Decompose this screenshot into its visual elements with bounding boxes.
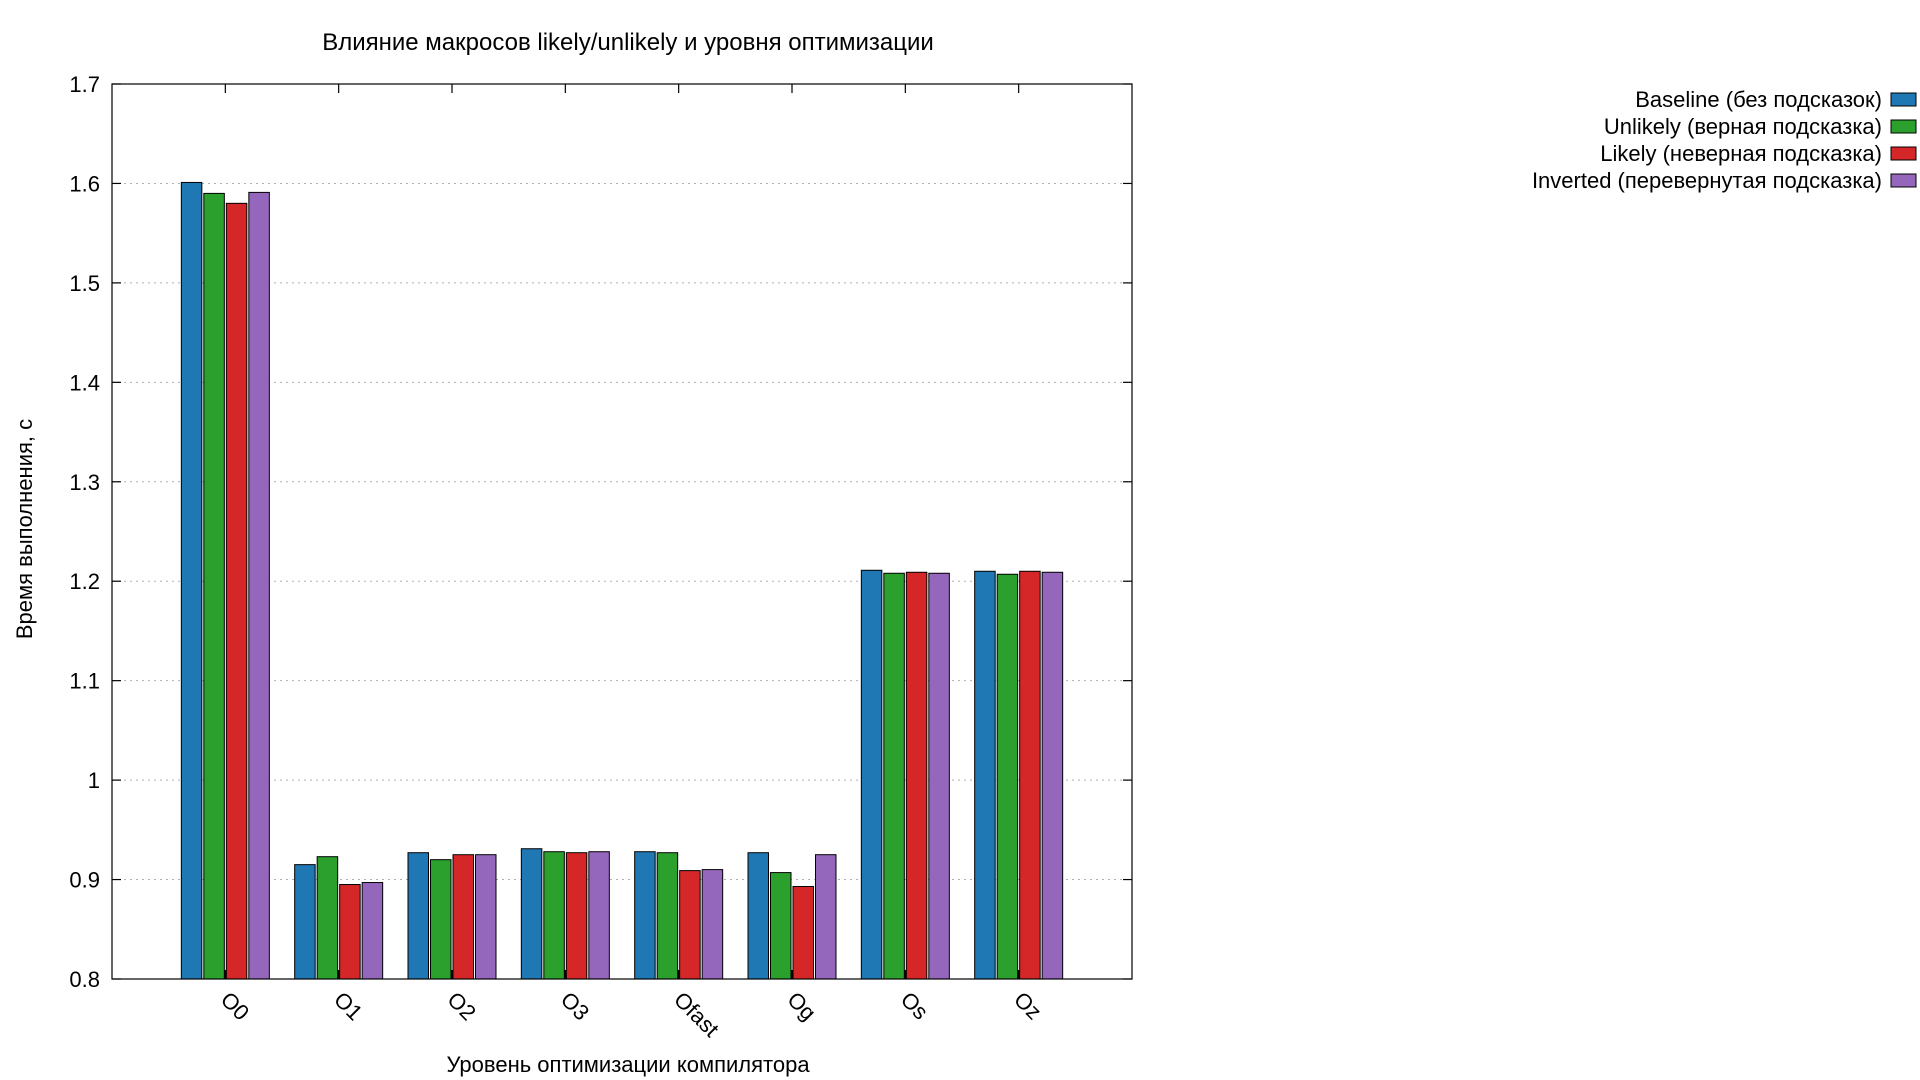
y-tick-label: 1.6 xyxy=(69,171,100,196)
y-tick-label: 0.8 xyxy=(69,967,100,992)
y-tick-label: 1.3 xyxy=(69,470,100,495)
bar-ofast-series-1 xyxy=(634,851,656,980)
y-tick-label: 1.7 xyxy=(69,72,100,97)
bar-os-series-2 xyxy=(883,572,905,980)
plot-frame xyxy=(111,83,1133,980)
bar-o1-series-2 xyxy=(316,856,339,980)
legend-label-1: Baseline (без подсказок) xyxy=(1635,87,1882,112)
y-tick-label: 1.4 xyxy=(69,370,100,395)
bar-os-series-4 xyxy=(928,572,950,980)
bar-o0-series-4 xyxy=(248,191,270,980)
legend: Baseline (без подсказок)Unlikely (верная… xyxy=(1532,87,1917,193)
bar-o2-series-2 xyxy=(430,859,452,980)
bar-o1-series-4 xyxy=(361,882,384,980)
bar-os-series-1 xyxy=(860,569,883,980)
bar-o3-series-1 xyxy=(520,848,543,980)
legend-label-4: Inverted (перевернутая подсказка) xyxy=(1532,168,1882,193)
bar-o2-series-1 xyxy=(407,852,429,980)
y-tick-label: 1.5 xyxy=(69,271,100,296)
bar-o3-series-3 xyxy=(565,852,588,980)
y-tick-label: 1.1 xyxy=(69,669,100,694)
bar-oz-series-4 xyxy=(1041,571,1064,980)
y-tick-label: 1.2 xyxy=(69,569,100,594)
legend-swatch-2 xyxy=(1890,119,1917,134)
y-tick-label: 1 xyxy=(88,768,100,793)
bar-o0-series-1 xyxy=(180,181,203,980)
bar-oz-series-2 xyxy=(996,573,1019,980)
y-axis-label: Время выполнения, с xyxy=(12,419,37,639)
bar-og-series-3 xyxy=(792,886,814,980)
bars xyxy=(180,181,1064,980)
bar-ofast-series-2 xyxy=(656,852,679,980)
bar-o3-series-4 xyxy=(588,851,610,980)
bar-o1-series-3 xyxy=(339,884,361,980)
gridlines xyxy=(112,182,1132,881)
bar-og-series-2 xyxy=(770,872,792,980)
legend-label-3: Likely (неверная подсказка) xyxy=(1600,141,1882,166)
bar-o0-series-2 xyxy=(203,192,225,980)
bar-og-series-4 xyxy=(815,854,837,980)
legend-swatch-3 xyxy=(1890,146,1917,161)
bar-oz-series-3 xyxy=(1019,570,1041,980)
bar-o0-series-3 xyxy=(225,202,248,980)
y-tick-label: 0.9 xyxy=(69,868,100,893)
bar-os-series-3 xyxy=(905,571,928,980)
bar-ofast-series-4 xyxy=(701,869,724,980)
chart-title: Влияние макросов likely/unlikely и уровн… xyxy=(322,29,934,56)
bar-o2-series-3 xyxy=(452,854,474,980)
legend-swatch-4 xyxy=(1890,173,1917,188)
x-axis-label: Уровень оптимизации компилятора xyxy=(446,1052,810,1077)
legend-label-2: Unlikely (верная подсказка) xyxy=(1604,114,1882,139)
legend-swatch-1 xyxy=(1890,92,1917,107)
bar-ofast-series-3 xyxy=(679,870,701,980)
bar-oz-series-1 xyxy=(974,570,996,980)
bar-og-series-1 xyxy=(747,852,769,980)
bar-o3-series-2 xyxy=(543,851,565,980)
bar-o1-series-1 xyxy=(294,864,316,980)
bar-o2-series-4 xyxy=(475,854,497,980)
